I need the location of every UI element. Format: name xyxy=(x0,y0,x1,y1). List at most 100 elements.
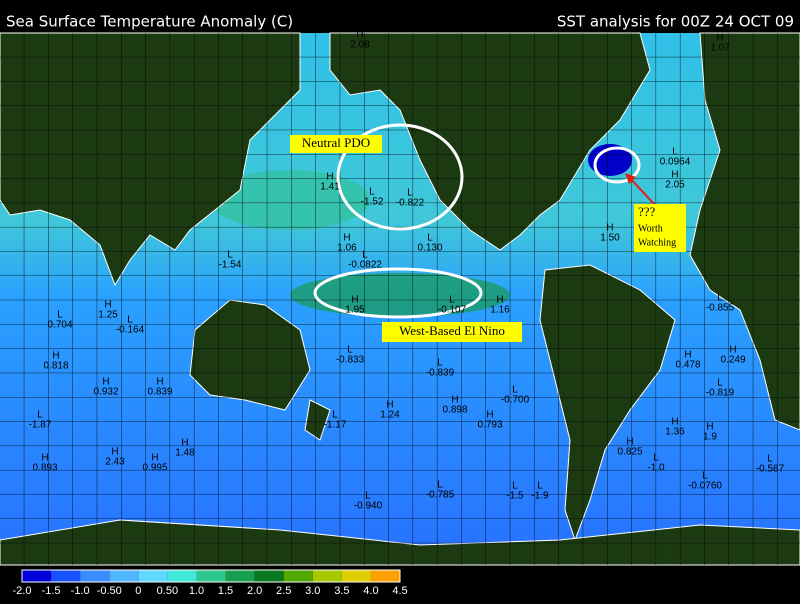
colorbar-swatch xyxy=(341,570,371,582)
colorbar-swatch xyxy=(312,570,342,582)
colorbar-swatch xyxy=(225,570,255,582)
colorbar-swatch xyxy=(51,570,81,582)
colorbar-label: 4.0 xyxy=(363,585,378,597)
marker-type: H xyxy=(606,223,613,234)
marker-type: L xyxy=(427,233,433,244)
marker-value: 0.704 xyxy=(47,320,72,331)
pdo-circle xyxy=(336,123,464,231)
watch-circle xyxy=(593,146,641,184)
marker-type: L xyxy=(362,250,368,261)
colorbar-label: 3.5 xyxy=(334,585,349,597)
marker-value: 1.25 xyxy=(98,310,118,321)
marker-type: L xyxy=(227,250,233,261)
colorbar: -2.0 -1.5 -1.0 -0.50 0 0.50 1.0 1.5 2.0 2.5 3.0 3.5… xyxy=(13,569,408,597)
marker-value: 0.130 xyxy=(417,243,442,254)
marker-value: -0.819 xyxy=(706,388,735,399)
watch-box xyxy=(634,204,686,252)
marker-type: H xyxy=(181,438,188,449)
marker-type: H xyxy=(351,295,358,306)
colorbar-label: 0 xyxy=(135,585,141,597)
marker-value: 1.9 xyxy=(703,432,717,443)
watch-line: Worth xyxy=(638,223,663,234)
marker-value: -1.87 xyxy=(29,420,52,431)
marker-value: 1.36 xyxy=(665,427,685,438)
marker-type: H xyxy=(386,400,393,411)
marker-type: L xyxy=(127,315,133,326)
marker-type: H xyxy=(102,377,109,388)
marker-value: -0.822 xyxy=(396,198,425,209)
marker-value: 0.793 xyxy=(477,420,502,431)
marker-type: H xyxy=(716,33,723,44)
colorbar-swatch xyxy=(138,570,168,582)
colorbar-label: 1.5 xyxy=(218,585,233,597)
marker-value: 1.24 xyxy=(380,410,400,421)
title: Sea Surface Temperature Anomaly (C) xyxy=(6,13,293,31)
marker-value: 2.05 xyxy=(665,180,685,191)
marker-type: L xyxy=(512,481,518,492)
marker-value: 0.995 xyxy=(142,463,167,474)
colorbar-label: 2.0 xyxy=(247,585,262,597)
colorbar-swatch xyxy=(167,570,197,582)
marker-value: 0.898 xyxy=(442,405,467,416)
marker-value: -0.0760 xyxy=(688,481,722,492)
colorbar-label: 4.5 xyxy=(392,585,407,597)
colorbar-swatch xyxy=(80,570,110,582)
marker-type: L xyxy=(537,481,543,492)
marker-type: H xyxy=(729,345,736,356)
marker-value: -1.9 xyxy=(531,491,549,502)
pdo-label: Neutral PDO xyxy=(302,135,370,150)
marker-value: 1.41 xyxy=(320,182,340,193)
colorbar-label: 2.5 xyxy=(276,585,291,597)
marker-type: L xyxy=(717,378,723,389)
marker-value: -0.700 xyxy=(501,395,530,406)
colorbar-swatch xyxy=(22,570,52,582)
marker-type: H xyxy=(156,377,163,388)
marker-value: 1.50 xyxy=(600,233,620,244)
colorbar-label: 0.50 xyxy=(157,585,178,597)
colorbar-swatch xyxy=(370,570,400,582)
nino-label: West-Based El Nino xyxy=(399,323,505,338)
colorbar-frame xyxy=(21,569,401,583)
arrow-head xyxy=(625,173,636,184)
marker-value: 1.07 xyxy=(710,43,730,54)
nino-box xyxy=(382,322,522,342)
marker-type: H xyxy=(343,233,350,244)
colorbar-swatch xyxy=(283,570,313,582)
marker-value: -0.785 xyxy=(426,490,455,501)
marker-type: L xyxy=(347,345,353,356)
marker-type: H xyxy=(52,351,59,362)
marker-value: -1.0 xyxy=(647,463,665,474)
marker-type: L xyxy=(653,453,659,464)
marker-type: H xyxy=(41,453,48,464)
colorbar-label: 1.0 xyxy=(189,585,204,597)
marker-type: L xyxy=(37,410,43,421)
marker-type: L xyxy=(449,295,455,306)
marker-value: -0.833 xyxy=(336,355,365,366)
colorbar-label: -0.50 xyxy=(97,585,122,597)
marker-type: L xyxy=(57,310,63,321)
marker-type: H xyxy=(451,395,458,406)
marker-value: -0.164 xyxy=(116,325,145,336)
marker-value: 0.249 xyxy=(720,355,745,366)
marker-type: L xyxy=(407,188,413,199)
marker-type: L xyxy=(672,147,678,158)
marker-type: L xyxy=(512,385,518,396)
marker-type: H xyxy=(326,172,333,183)
marker-value: -1.17 xyxy=(324,420,347,431)
marker-type: L xyxy=(767,454,773,465)
marker-value: -0.940 xyxy=(354,501,383,512)
marker-type: H xyxy=(151,453,158,464)
markers: H2.08L-1.52L-0.822H1.41H1.06L-0.0822L0.1… xyxy=(29,30,785,512)
grid xyxy=(0,33,800,565)
marker-value: -1.54 xyxy=(219,260,242,271)
marker-type: H xyxy=(684,350,691,361)
marker-type: H xyxy=(671,170,678,181)
marker-type: H xyxy=(671,417,678,428)
marker-value: 0.839 xyxy=(147,387,172,398)
marker-value: 1.48 xyxy=(175,448,195,459)
marker-value: 0.932 xyxy=(93,387,118,398)
marker-value: 0.0964 xyxy=(660,157,691,168)
marker-value: 2.43 xyxy=(105,457,125,468)
marker-type: L xyxy=(717,293,723,304)
